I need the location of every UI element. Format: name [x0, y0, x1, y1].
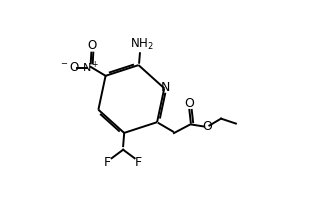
Text: $^-$O: $^-$O — [59, 61, 80, 74]
Text: O: O — [185, 97, 195, 110]
Text: O: O — [202, 120, 212, 133]
Text: F: F — [104, 156, 111, 169]
Text: N: N — [161, 81, 171, 94]
Text: N$^+$: N$^+$ — [82, 59, 99, 75]
Text: F: F — [135, 156, 142, 169]
Text: O: O — [88, 39, 97, 52]
Text: NH$_2$: NH$_2$ — [130, 37, 154, 52]
